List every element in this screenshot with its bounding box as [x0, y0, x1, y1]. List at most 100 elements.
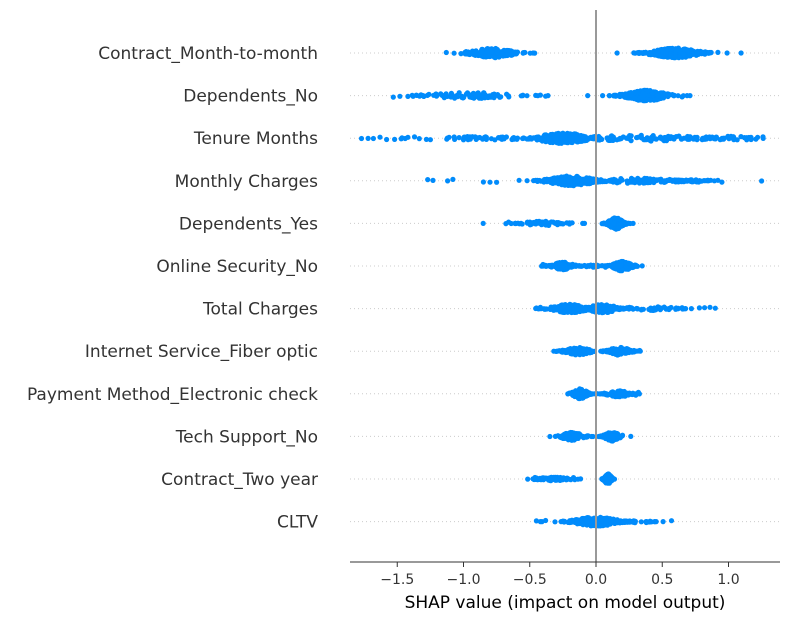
- shap-point: [480, 220, 486, 226]
- shap-point: [543, 517, 549, 524]
- shap-point: [644, 88, 650, 94]
- shap-point: [537, 92, 544, 98]
- shap-point: [473, 48, 479, 54]
- shap-point: [698, 178, 705, 184]
- shap-point: [423, 136, 429, 142]
- shap-point: [390, 94, 396, 100]
- shap-point: [668, 54, 674, 60]
- shap-point: [694, 179, 700, 185]
- shap-point: [494, 179, 500, 185]
- shap-point: [674, 177, 680, 183]
- shap-point: [524, 136, 530, 142]
- shap-point: [738, 134, 744, 140]
- shap-point: [499, 51, 505, 57]
- shap-point: [573, 302, 579, 308]
- x-tick-label: 0.0: [585, 572, 607, 588]
- shap-point: [580, 347, 587, 353]
- shap-point: [668, 518, 675, 524]
- shap-point: [597, 304, 603, 310]
- shap-point: [572, 477, 578, 483]
- shap-point: [583, 393, 589, 399]
- shap-point: [421, 93, 427, 99]
- shap-point: [524, 93, 530, 99]
- shap-point: [456, 90, 462, 96]
- shap-point: [370, 135, 376, 142]
- shap-point: [411, 134, 418, 140]
- shap-point: [578, 182, 584, 188]
- feature-label: Tech Support_No: [175, 427, 318, 447]
- shap-point: [583, 434, 589, 440]
- shap-point: [628, 433, 634, 439]
- shap-point: [625, 392, 631, 398]
- row-guides: [350, 52, 780, 523]
- shap-point: [443, 49, 449, 56]
- shap-point: [585, 136, 591, 142]
- shap-point: [637, 347, 643, 354]
- shap-point: [675, 306, 681, 312]
- shap-point: [630, 306, 636, 312]
- x-tick-label: −0.5: [513, 572, 547, 588]
- shap-point: [588, 262, 594, 268]
- shap-point: [553, 135, 559, 141]
- shap-point: [584, 177, 590, 184]
- shap-point: [513, 220, 519, 227]
- shap-point: [561, 309, 568, 315]
- shap-point: [660, 53, 666, 60]
- shap-point: [547, 433, 553, 440]
- feature-label: Dependents_No: [183, 87, 318, 107]
- shap-point: [743, 135, 749, 141]
- shap-point: [384, 136, 390, 143]
- shap-point: [613, 92, 619, 98]
- shap-point: [660, 93, 666, 99]
- shap-point: [632, 89, 638, 95]
- shap-point: [705, 177, 711, 183]
- shap-point: [588, 349, 595, 355]
- shap-point: [533, 518, 540, 524]
- shap-point: [624, 178, 630, 184]
- shap-point: [603, 476, 609, 482]
- x-axis-title: SHAP value (impact on model output): [405, 593, 726, 613]
- shap-point: [474, 52, 480, 58]
- shap-point: [581, 220, 588, 226]
- shap-point: [619, 432, 626, 438]
- shap-point: [681, 46, 687, 52]
- shap-point: [569, 517, 575, 523]
- shap-point: [520, 135, 526, 142]
- shap-point: [536, 177, 543, 184]
- shap-point: [614, 50, 620, 56]
- shap-point: [589, 178, 595, 185]
- shap-point: [479, 46, 485, 52]
- feature-label: CLTV: [277, 513, 318, 533]
- feature-label: Total Charges: [202, 300, 318, 320]
- shap-point: [520, 50, 526, 56]
- shap-point: [636, 50, 642, 57]
- shap-point: [626, 260, 632, 266]
- shap-point: [476, 95, 482, 101]
- shap-point: [681, 51, 687, 58]
- shap-point: [656, 53, 662, 59]
- shap-point: [450, 176, 456, 182]
- shap-point: [559, 264, 565, 271]
- shap-point: [628, 133, 634, 139]
- shap-point: [584, 518, 590, 524]
- shap-point: [468, 50, 474, 56]
- shap-point: [602, 263, 609, 269]
- shap-point: [575, 392, 581, 398]
- shap-point: [632, 95, 638, 102]
- shap-point: [607, 177, 613, 183]
- shap-point: [719, 179, 725, 185]
- feature-label: Dependents_Yes: [179, 214, 318, 234]
- shap-point: [547, 475, 553, 481]
- shap-point: [577, 386, 583, 392]
- shap-point: [656, 305, 663, 311]
- shap-point: [624, 135, 630, 141]
- shap-point: [628, 138, 634, 144]
- shap-point: [675, 93, 681, 99]
- shap-point: [635, 306, 641, 312]
- shap-point: [541, 177, 548, 183]
- shap-point: [533, 92, 539, 98]
- shap-point: [551, 305, 557, 311]
- shap-point: [543, 218, 549, 224]
- shap-point: [702, 305, 708, 311]
